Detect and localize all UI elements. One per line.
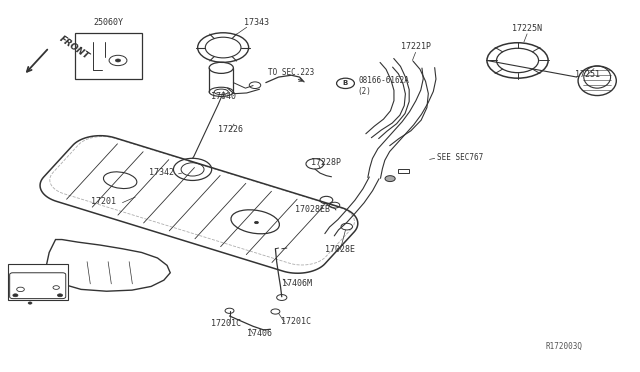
Circle shape <box>115 59 120 62</box>
Text: TO SEC.223: TO SEC.223 <box>268 68 314 77</box>
Text: 17221P: 17221P <box>401 42 431 51</box>
Text: 17028E: 17028E <box>325 246 355 254</box>
Text: 17201C: 17201C <box>281 317 311 326</box>
Circle shape <box>58 294 63 297</box>
Text: (2): (2) <box>358 87 372 96</box>
Circle shape <box>255 221 259 224</box>
Text: 17225N: 17225N <box>512 24 542 33</box>
Circle shape <box>28 302 32 304</box>
Text: 17343: 17343 <box>244 18 269 28</box>
Text: 17201: 17201 <box>91 198 116 206</box>
Text: 08166-6162A: 08166-6162A <box>358 76 409 85</box>
Text: 25060Y: 25060Y <box>93 18 124 28</box>
FancyBboxPatch shape <box>75 33 141 79</box>
Text: 17406M: 17406M <box>282 279 312 288</box>
Text: 17028EB: 17028EB <box>295 205 330 214</box>
Text: B: B <box>343 80 348 86</box>
Text: 17201C: 17201C <box>211 319 241 328</box>
Text: NOT FOR SALE: NOT FOR SALE <box>13 268 64 274</box>
Circle shape <box>385 176 395 182</box>
Text: 17228P: 17228P <box>312 158 341 167</box>
Text: 17226: 17226 <box>218 125 243 134</box>
Text: 17342: 17342 <box>150 168 175 177</box>
FancyBboxPatch shape <box>397 169 409 173</box>
Text: 17040: 17040 <box>211 92 236 101</box>
Text: 17251: 17251 <box>575 70 600 79</box>
Circle shape <box>13 294 18 297</box>
Text: R172003Q: R172003Q <box>545 341 582 350</box>
FancyBboxPatch shape <box>8 263 68 301</box>
Text: 17406: 17406 <box>247 329 272 338</box>
Text: FRONT: FRONT <box>58 34 91 61</box>
Text: SEE SEC767: SEE SEC767 <box>437 153 483 162</box>
